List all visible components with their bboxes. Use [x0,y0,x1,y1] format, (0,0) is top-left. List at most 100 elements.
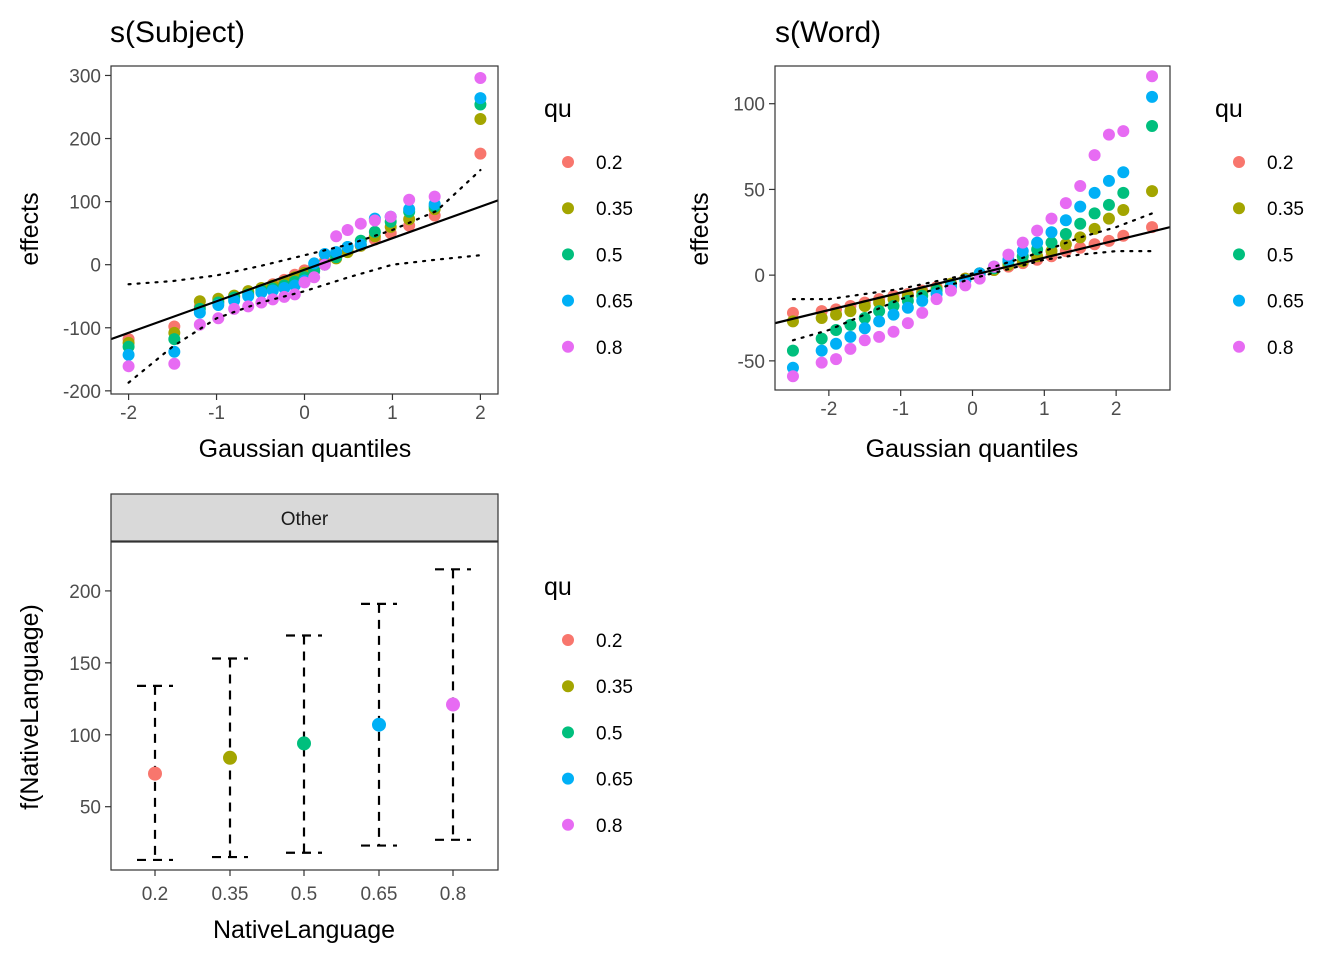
panel-native-xlabel: NativeLanguage [213,916,395,944]
word-point-0_65-19 [1074,200,1087,213]
subject-point-0_8-17 [384,210,397,223]
word-point-0_65-2 [830,337,843,350]
word-point-0_65-4 [858,322,871,335]
subject-ytick-label-0: -200 [63,382,101,403]
legend-native-key-4 [562,818,574,831]
subject-ytick-label-3: 100 [69,193,101,214]
panel-subject-title: s(Subject) [110,16,245,49]
subject-point-0_8-19 [428,190,441,203]
legend-native-key-1 [562,680,574,693]
subject-point-0_65-20 [474,92,487,105]
legend-subject: qu 0.2 0.35 0.5 0.65 0.8 [544,95,633,359]
panel-native-plot: 0.2 0.35 0.5 0.65 0.8 50 100 150 200 [69,541,499,905]
word-point-0_5-1 [815,332,828,345]
subject-point-0_2-20 [474,147,487,160]
word-xtick-label-0: -2 [820,399,837,420]
legend-word-label-4: 0.8 [1267,338,1293,359]
word-point-0_2-0 [786,306,799,319]
word-point-0_8-7 [901,317,914,330]
subject-xtick-label-4: 2 [475,403,486,424]
native-point-0 [148,766,162,781]
native-xtick-label-2: 0.5 [291,884,317,905]
subject-point-0_8-18 [403,193,416,206]
word-point-0_35-20 [1088,222,1101,235]
word-point-0_8-21 [1102,128,1115,141]
panel-word-title: s(Word) [775,16,881,49]
word-point-0_8-14 [1002,248,1015,261]
word-point-0_5-21 [1102,198,1115,211]
word-point-0_8-5 [873,330,886,343]
legend-native-label-1: 0.35 [596,677,633,698]
word-point-0_8-10 [944,284,957,297]
subject-point-0_8-13 [330,230,343,243]
legend-native-key-0 [562,634,574,646]
native-xtick-label-0: 0.2 [142,884,168,905]
subject-point-0_8-7 [266,293,279,306]
panel-subject: s(Subject) -2 -1 0 1 2 -200 -100 0 100 200 300 Gau… [16,16,499,463]
subject-point-0_65-12 [318,247,331,260]
subject-point-0_8-16 [368,214,381,227]
word-point-0_5-23 [1146,120,1159,132]
panel-word-ylabel: effects [686,192,714,265]
word-ytick-label-0: -50 [738,352,765,373]
legend-word-label-2: 0.5 [1267,245,1293,266]
subject-point-0_8-10 [298,276,311,289]
native-xtick-label-4: 0.8 [440,884,466,905]
word-point-0_8-17 [1045,212,1058,225]
panel-subject-plot: -2 -1 0 1 2 -200 -100 0 100 200 300 [63,65,499,424]
word-point-0_8-4 [858,334,871,347]
legend-native-label-0: 0.2 [596,631,622,652]
subject-point-0_8-1 [168,357,181,370]
word-point-0_65-18 [1059,214,1072,227]
word-point-0_35-18 [1059,238,1072,251]
native-ytick-label-3: 200 [69,582,101,603]
word-point-0_35-23 [1146,185,1159,198]
word-point-0_8-23 [1146,70,1159,83]
word-point-0_5-6 [887,300,900,312]
legend-subject-label-2: 0.5 [596,245,622,266]
word-point-0_5-0 [786,344,799,357]
word-xtick-label-3: 1 [1039,399,1050,420]
word-point-0_5-5 [873,305,886,318]
subject-point-0_8-5 [242,300,255,313]
word-point-0_65-23 [1146,90,1159,103]
subject-xtick-label-2: 0 [299,403,310,424]
word-point-0_35-2 [830,308,843,321]
word-ytick-label-1: 0 [754,266,765,287]
subject-panel-border [110,65,499,395]
word-ytick-label-3: 100 [733,95,765,116]
native-ytick-label-0: 50 [80,798,101,819]
subject-point-0_65-6 [255,286,268,299]
subject-point-0_65-9 [288,279,301,292]
word-point-0_65-22 [1117,166,1130,179]
subject-ytick-label-5: 300 [69,66,101,87]
legend-subject-label-0: 0.2 [596,153,622,174]
subject-point-0_8-14 [341,224,354,236]
panel-word: s(Word) -2 -1 0 1 2 -50 0 50 100 Gaussian quanti… [686,16,1171,463]
legend-word-key-1 [1233,202,1245,215]
subject-xtick-label-0: -2 [120,403,137,424]
subject-ytick-label-1: -100 [63,319,101,340]
word-point-0_65-3 [844,330,857,343]
legend-native-label-4: 0.8 [596,816,622,837]
subject-point-0_65-2 [193,306,206,319]
legend-subject-key-4 [562,340,574,353]
word-point-0_8-0 [786,370,799,383]
panel-word-plot: -2 -1 0 1 2 -50 0 50 100 [733,65,1171,420]
word-point-0_35-21 [1102,212,1115,225]
subject-point-0_5-0 [122,340,135,353]
subject-ytick-label-2: 0 [90,256,101,277]
panel-subject-ylabel: effects [16,192,44,265]
word-point-0_5-22 [1117,186,1130,199]
word-ci-lower [791,250,1154,342]
native-ytick-label-2: 150 [69,654,101,675]
word-point-0_8-8 [916,306,929,319]
subject-xtick-label-3: 1 [387,403,398,424]
legend-subject-key-2 [562,248,574,261]
word-ci-upper [791,212,1154,301]
word-point-0_8-9 [930,293,943,306]
word-point-0_35-22 [1117,204,1130,216]
word-point-0_65-16 [1031,236,1044,249]
word-point-0_8-16 [1031,224,1044,237]
